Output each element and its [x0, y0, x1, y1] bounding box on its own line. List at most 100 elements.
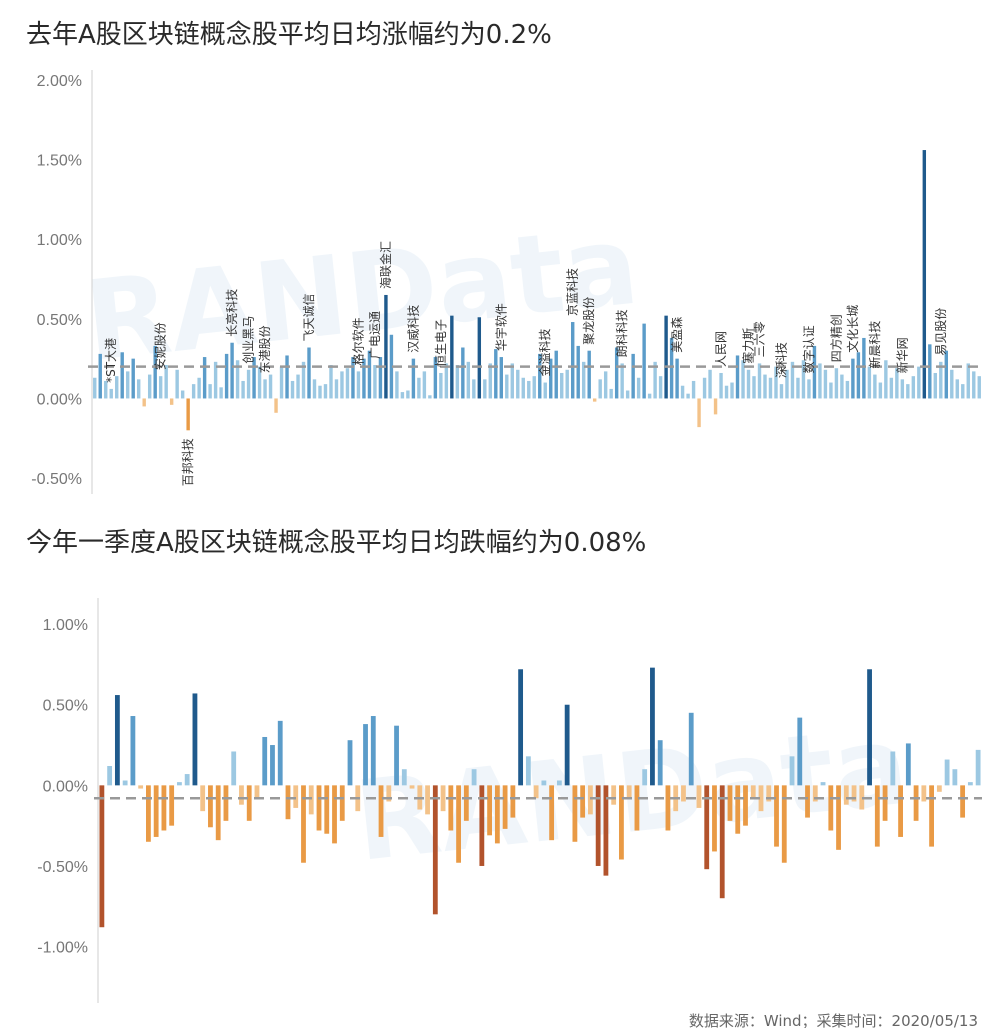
- bar: [665, 785, 671, 831]
- bar-annotation: 文化长城: [845, 305, 860, 353]
- bar: [386, 785, 392, 802]
- bar: [192, 693, 198, 786]
- bar: [967, 782, 973, 786]
- bar: [487, 785, 492, 836]
- bar: [479, 785, 485, 866]
- bar: [136, 379, 141, 399]
- bar: [636, 377, 641, 399]
- bar: [215, 785, 221, 841]
- bar: [719, 785, 725, 899]
- bar: [521, 377, 525, 399]
- bar: [208, 785, 213, 828]
- bar: [494, 349, 498, 399]
- bar: [750, 785, 756, 799]
- bar: [277, 720, 283, 786]
- bar: [131, 358, 135, 399]
- bar: [202, 357, 207, 399]
- bar: [713, 398, 718, 415]
- bar: [483, 379, 487, 399]
- bar: [724, 385, 729, 399]
- bar: [774, 785, 779, 847]
- bar: [433, 357, 438, 399]
- bar: [851, 785, 857, 802]
- bar: [634, 785, 640, 831]
- bar-annotation: 数字认证: [801, 325, 816, 373]
- bar: [845, 380, 850, 399]
- bar: [619, 785, 624, 860]
- bar: [664, 315, 668, 399]
- bar: [895, 368, 899, 399]
- bar: [262, 736, 268, 786]
- bar: [922, 150, 927, 399]
- bar: [409, 785, 415, 789]
- bar: [296, 374, 300, 399]
- bar: [757, 363, 762, 399]
- bar: [219, 387, 223, 399]
- bar-annotation: 广电运通: [368, 311, 382, 359]
- bar: [411, 358, 416, 399]
- bar-annotation: 东港股份: [258, 325, 272, 373]
- bar: [691, 380, 696, 399]
- bar: [466, 361, 471, 399]
- bar: [456, 785, 461, 863]
- bar: [741, 360, 745, 399]
- bar-annotation: 飞天诚信: [302, 293, 316, 341]
- y-tick-label: 1.50%: [37, 153, 82, 170]
- bar: [708, 369, 712, 399]
- bar: [913, 785, 919, 821]
- bar-annotation: *ST大港: [104, 338, 118, 383]
- bar-annotation: 塞力斯: [741, 328, 756, 364]
- bar: [323, 384, 328, 399]
- bar: [884, 360, 888, 399]
- bar: [455, 365, 460, 399]
- bar: [862, 337, 866, 399]
- bar: [961, 384, 965, 399]
- bar-annotation: 恒生电子: [434, 319, 448, 367]
- bar: [669, 337, 674, 399]
- bar: [180, 390, 185, 399]
- bar: [439, 372, 443, 399]
- bar: [681, 785, 686, 802]
- bar: [428, 395, 432, 399]
- bar: [626, 785, 632, 799]
- bar: [936, 785, 942, 792]
- bar: [834, 368, 839, 399]
- bar: [977, 376, 981, 399]
- bar: [900, 379, 905, 399]
- bar: [867, 669, 872, 786]
- bar: [432, 785, 438, 915]
- bar-annotation: 聚龙股份: [582, 297, 596, 345]
- bar: [836, 785, 841, 850]
- bar: [933, 372, 938, 399]
- bar: [169, 398, 174, 405]
- bar: [727, 785, 733, 821]
- bar: [274, 398, 278, 413]
- bar: [153, 345, 157, 399]
- bar: [631, 353, 635, 399]
- bar: [510, 363, 514, 399]
- bar: [301, 361, 306, 399]
- bar-annotation: 深科技: [775, 342, 789, 378]
- bar: [560, 372, 564, 399]
- bar: [642, 769, 648, 786]
- bar: [592, 398, 597, 402]
- bar: [688, 712, 694, 786]
- bar: [873, 374, 877, 399]
- bar: [785, 369, 789, 399]
- bar: [367, 350, 372, 399]
- bar: [224, 353, 229, 399]
- bar: [960, 785, 966, 818]
- bar: [477, 317, 482, 399]
- bar: [235, 360, 240, 399]
- bar: [653, 361, 657, 399]
- bar: [394, 725, 399, 786]
- bar: [290, 380, 295, 399]
- bar: [766, 785, 772, 802]
- bar-annotation: 华宇软件: [494, 303, 508, 351]
- bar-annotation: 海联金汇: [378, 241, 393, 289]
- bar-annotation: 朗科科技: [615, 309, 629, 357]
- bar: [279, 366, 284, 399]
- bar: [752, 376, 756, 399]
- bar: [307, 347, 311, 399]
